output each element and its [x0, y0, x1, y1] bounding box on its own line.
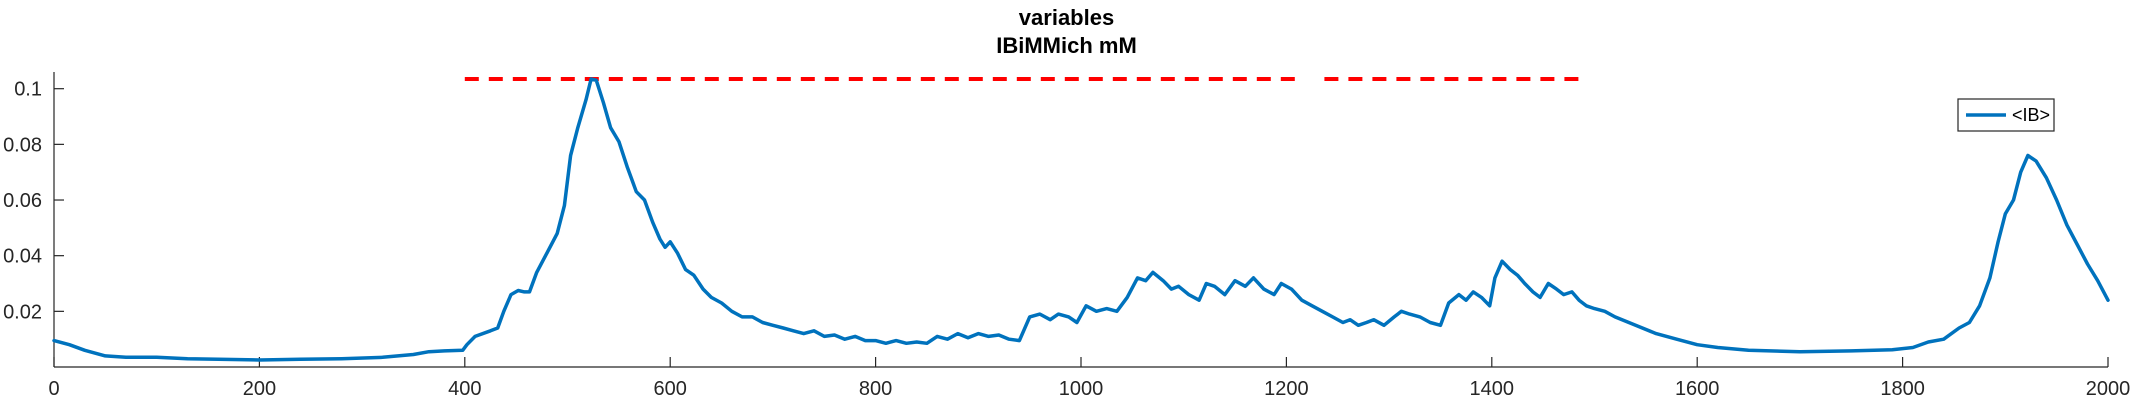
axes: [53, 72, 2108, 368]
y-tick-label: 0.1: [14, 79, 42, 101]
series-layer: [52, 77, 2110, 362]
x-tick-label: 0: [48, 378, 59, 400]
x-tick-label: 1800: [1880, 378, 1925, 400]
x-tick-label: 1600: [1675, 378, 1720, 400]
x-tick-label: 800: [859, 378, 892, 400]
x-tick-label: 200: [243, 378, 276, 400]
ticks: 0 200 400 600 800 1000 1200 1400 1600 1800 2000 0.0…: [3, 79, 2130, 400]
y-tick-label: 0.02: [3, 301, 42, 323]
series-line: [52, 77, 2110, 362]
x-tick-label: 1400: [1470, 378, 1515, 400]
x-tick-label: 600: [654, 378, 687, 400]
x-tick-label: 1200: [1264, 378, 1309, 400]
legend: <IB>: [1957, 98, 2055, 132]
y-tick-label: 0.04: [3, 246, 42, 268]
x-tick-label: 1000: [1059, 378, 1104, 400]
x-tick-label: 2000: [2086, 378, 2131, 400]
legend-label: <IB>: [2012, 105, 2050, 125]
y-tick-label: 0.08: [3, 134, 42, 156]
y-tick-label: 0.06: [3, 190, 42, 212]
x-tick-label: 400: [448, 378, 481, 400]
